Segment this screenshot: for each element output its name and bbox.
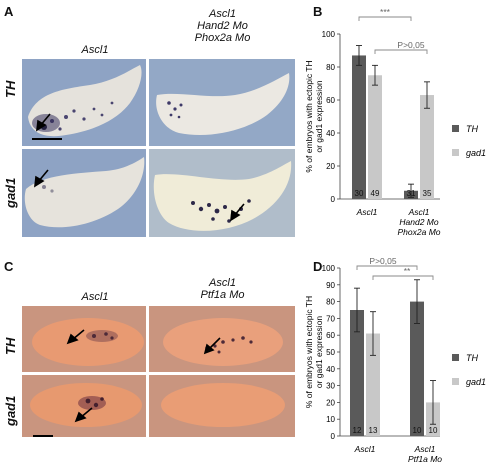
y-tick-label: 80 <box>326 298 335 307</box>
y-axis-label-line: % of embryos with ectopic TH <box>304 296 314 408</box>
panel-c-row-label-gad1: gad1 <box>3 395 18 426</box>
significance-bracket <box>374 49 428 54</box>
x-category-label: Ascl1 Ptf1a Mo <box>408 444 442 464</box>
y-tick-label: 30 <box>326 382 335 391</box>
panel-c-photo-ascl1-th <box>22 306 146 372</box>
y-tick-label: 100 <box>322 30 336 39</box>
x-category-label-line: Ascl1 <box>354 444 376 454</box>
legend-swatch-TH <box>452 125 459 132</box>
x-category-label: Ascl1 <box>356 207 378 217</box>
significance-label: P>0,05 <box>397 40 424 50</box>
y-axis-label-line: % of embryos with ectopic TH <box>304 60 314 172</box>
y-tick-label: 100 <box>322 264 336 273</box>
bar-gad1-0 <box>368 75 382 199</box>
header-line: Hand2 Mo <box>197 20 248 32</box>
panel-c-column-header-ascl1: Ascl1 <box>81 291 109 303</box>
panel-a-row-label-th: TH <box>3 80 18 98</box>
y-tick-label: 40 <box>326 365 335 374</box>
y-tick-label: 10 <box>326 415 335 424</box>
panel-c-row-label-th: TH <box>3 337 18 355</box>
panel-label-d: D <box>313 259 323 274</box>
panel-label-a: A <box>4 4 14 19</box>
significance-label: *** <box>380 7 391 17</box>
x-category-label-line: Ptf1a Mo <box>408 454 442 464</box>
panel-a-photo-morpholino-th <box>149 59 295 146</box>
significance-label: P>0,05 <box>369 256 396 266</box>
x-category-label-line: Hand2 Mo <box>399 217 438 227</box>
x-category-label: Ascl1 Hand2 Mo Phox2a Mo <box>398 207 441 237</box>
panel-c-photo-morpholino-th <box>149 306 295 372</box>
sample-size-label: 10 <box>413 426 422 435</box>
legend-label-TH: TH <box>466 353 478 363</box>
legend-swatch-gad1 <box>452 149 459 156</box>
legend-label-TH: TH <box>466 124 478 134</box>
x-category-label: Ascl1 <box>354 444 376 454</box>
y-tick-label: 50 <box>326 348 335 357</box>
header-line: Phox2a Mo <box>194 32 251 44</box>
y-axis-label: % of embryos with ectopic THor gad1 expr… <box>304 296 324 408</box>
significance-label: ** <box>404 266 411 276</box>
panel-c-photo-ascl1-gad1 <box>22 375 146 437</box>
panel-a-photo-morpholino-gad1 <box>149 149 295 237</box>
y-tick-label: 20 <box>326 398 335 407</box>
header-line: Ascl1 <box>209 8 236 20</box>
y-tick-label: 60 <box>326 331 335 340</box>
bar-TH-1 <box>410 301 424 436</box>
y-tick-label: 0 <box>331 195 336 204</box>
legend-swatch-TH <box>452 354 459 361</box>
legend-label-gad1: gad1 <box>466 377 486 387</box>
significance-bracket <box>356 265 418 270</box>
bar-gad1-0 <box>366 333 380 436</box>
x-category-label-line: Ascl1 <box>414 444 436 454</box>
y-tick-label: 0 <box>331 432 336 441</box>
panel-c-column-header-morpholino: Ascl1 Ptf1a Mo <box>150 277 295 301</box>
y-tick-label: 20 <box>326 162 335 171</box>
header-line: Ptf1a Mo <box>200 289 245 301</box>
sample-size-label: 35 <box>423 189 432 198</box>
panel-d-bar-chart: % of embryos with ectopic THor gad1 expr… <box>304 256 486 464</box>
bar-TH-0 <box>352 55 366 200</box>
x-category-label-line: Phox2a Mo <box>398 227 441 237</box>
panel-a-column-header-ascl1: Ascl1 <box>81 44 109 56</box>
x-category-label-line: Ascl1 <box>356 207 378 217</box>
y-tick-label: 80 <box>326 63 335 72</box>
panel-a-photo-ascl1-th <box>22 59 146 146</box>
y-tick-label: 40 <box>326 129 335 138</box>
panel-b-bar-chart: % of embryos with ectopic THor gad1 expr… <box>304 7 486 237</box>
panel-label-b: B <box>313 4 323 19</box>
y-axis-label: % of embryos with ectopic THor gad1 expr… <box>304 60 324 172</box>
panel-a-row-label-gad1: gad1 <box>3 177 18 208</box>
sample-size-label: 10 <box>429 426 438 435</box>
panel-a-column-header-morpholino: Ascl1 Hand2 Mo Phox2a Mo <box>150 8 295 44</box>
legend-swatch-gad1 <box>452 378 459 385</box>
significance-bracket <box>372 275 434 280</box>
panel-label-c: C <box>4 259 14 274</box>
y-axis-label-line: or gad1 expression <box>314 80 324 153</box>
header-line: Ascl1 <box>209 277 236 289</box>
x-category-label-line: Ascl1 <box>408 207 430 217</box>
y-tick-label: 90 <box>326 281 335 290</box>
y-axis-label-line: or gad1 expression <box>314 316 324 389</box>
legend-label-gad1: gad1 <box>466 148 486 158</box>
bar-TH-0 <box>350 310 364 436</box>
sample-size-label: 13 <box>369 426 378 435</box>
panel-c-photo-morpholino-gad1 <box>149 375 295 437</box>
panel-a-photo-ascl1-gad1 <box>22 149 146 237</box>
y-tick-label: 60 <box>326 96 335 105</box>
bar-gad1-1 <box>420 95 434 199</box>
sample-size-label: 12 <box>353 426 362 435</box>
sample-size-label: 31 <box>407 189 416 198</box>
significance-bracket <box>358 16 412 21</box>
sample-size-label: 49 <box>371 189 380 198</box>
y-tick-label: 70 <box>326 314 335 323</box>
sample-size-label: 30 <box>355 189 364 198</box>
